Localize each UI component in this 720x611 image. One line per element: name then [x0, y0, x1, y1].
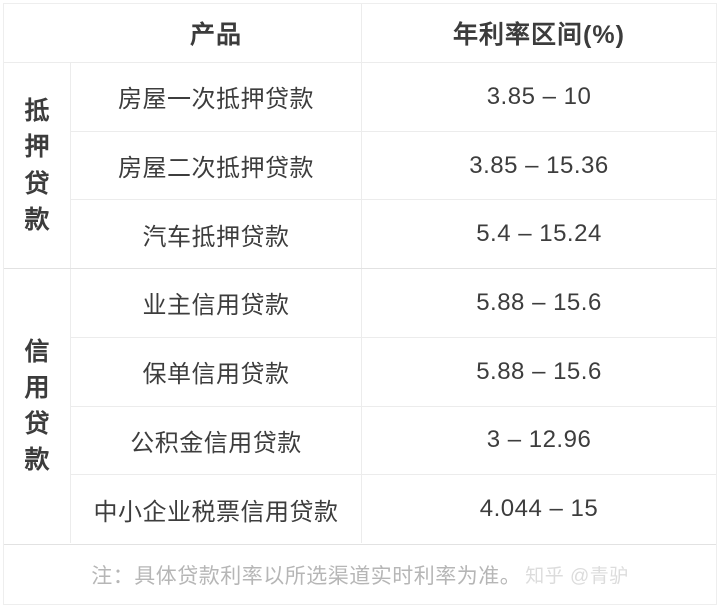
group-rows-mortgage: 房屋一次抵押贷款 3.85 – 10 房屋二次抵押贷款 3.85 – 15.36…: [71, 63, 716, 269]
cell-product: 公积金信用贷款: [130, 429, 302, 457]
cell-rate: 3.85 – 15.36: [361, 131, 716, 200]
group-label-credit: 信 用 贷 款: [4, 269, 71, 543]
watermark-label: 知乎 @青驴: [525, 566, 629, 587]
table-row: 业主信用贷款 5.88 – 15.6: [71, 269, 716, 337]
group-label-char: 抵: [24, 97, 50, 125]
table-group-credit: 信 用 贷 款 业主信用贷款 5.88 – 15.6 保单信用贷款 5.88 –…: [4, 268, 716, 543]
cell-product: 业主信用贷款: [142, 292, 290, 320]
group-label-char: 款: [24, 205, 50, 234]
cell-product: 房屋一次抵押贷款: [118, 86, 314, 114]
cell-rate: 3 – 12.96: [361, 406, 716, 475]
cell-rate: 3.85 – 10: [361, 63, 716, 131]
header-cell-group: [4, 4, 71, 62]
table-row: 公积金信用贷款 3 – 12.96: [71, 405, 716, 475]
cell-product: 房屋二次抵押贷款: [118, 155, 314, 182]
header-cell-rate: 年利率区间(%): [361, 4, 716, 62]
group-label-char: 用: [24, 373, 50, 402]
table-row: 中小企业税票信用贷款 4.044 – 15: [71, 474, 716, 543]
table-header-row: 产品 年利率区间(%): [4, 4, 716, 63]
header-cell-product: 产品: [189, 21, 242, 49]
footer-note: 注：具体贷款利率以所选渠道实时利率为准。: [91, 564, 522, 588]
group-label-char: 贷: [24, 169, 50, 198]
cell-rate: 5.88 – 15.6: [361, 337, 716, 406]
table-row: 保单信用贷款 5.88 – 15.6: [71, 336, 716, 406]
group-label-char: 信: [24, 337, 50, 366]
group-label-char: 款: [24, 446, 50, 475]
group-label-mortgage: 抵 押 贷 款: [4, 63, 71, 268]
group-rows-credit: 业主信用贷款 5.88 – 15.6 保单信用贷款 5.88 – 15.6 公积…: [71, 269, 716, 543]
table-row: 房屋一次抵押贷款 3.85 – 10: [71, 63, 716, 131]
table-row: 汽车抵押贷款 5.4 – 15.24: [71, 199, 716, 269]
cell-rate: 5.4 – 15.24: [361, 200, 716, 269]
cell-product: 保单信用贷款: [142, 361, 290, 389]
cell-product: 中小企业税票信用贷款: [93, 498, 339, 526]
cell-rate: 5.88 – 15.6: [361, 269, 716, 337]
table-body: 抵 押 贷 款 房屋一次抵押贷款 3.85 – 10 房屋二次抵押贷款 3.85…: [4, 63, 716, 544]
group-label-char: 贷: [24, 410, 50, 438]
cell-rate: 4.044 – 15: [361, 475, 716, 543]
table-footer: 注：具体贷款利率以所选渠道实时利率为准。 知乎 @青驴: [4, 544, 716, 604]
table-group-mortgage: 抵 押 贷 款 房屋一次抵押贷款 3.85 – 10 房屋二次抵押贷款 3.85…: [4, 63, 716, 269]
loan-rate-table: 产品 年利率区间(%) 抵 押 贷 款 房屋一次抵押贷款 3.85 – 10: [3, 3, 717, 605]
group-label-char: 押: [24, 133, 50, 162]
table-row: 房屋二次抵押贷款 3.85 – 15.36: [71, 130, 716, 200]
cell-product: 汽车抵押贷款: [142, 223, 290, 251]
